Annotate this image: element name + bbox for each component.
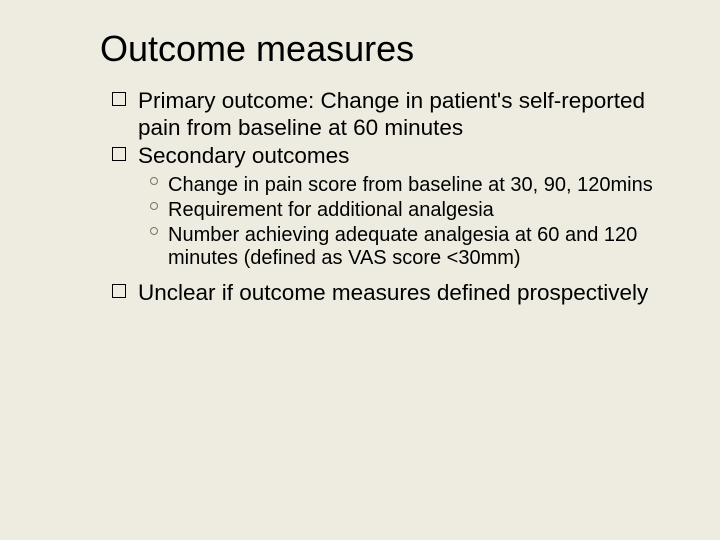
sub-bullet-item: Number achieving adequate analgesia at 6… xyxy=(150,224,680,270)
square-bullet-icon xyxy=(112,92,126,106)
circle-bullet-icon xyxy=(150,202,158,210)
bullet-text: Unclear if outcome measures defined pros… xyxy=(138,280,648,305)
circle-bullet-icon xyxy=(150,227,158,235)
bullet-item: Secondary outcomes Change in pain score … xyxy=(112,143,680,270)
bullet-list-level1: Primary outcome: Change in patient's sel… xyxy=(112,88,680,306)
bullet-item: Unclear if outcome measures defined pros… xyxy=(112,280,680,307)
slide: Outcome measures Primary outcome: Change… xyxy=(0,0,720,540)
bullet-text: Primary outcome: Change in patient's sel… xyxy=(138,88,645,140)
square-bullet-icon xyxy=(112,284,126,298)
circle-bullet-icon xyxy=(150,177,158,185)
bullet-list-level2: Change in pain score from baseline at 30… xyxy=(150,174,680,270)
sub-bullet-item: Requirement for additional analgesia xyxy=(150,199,680,222)
bullet-text: Secondary outcomes xyxy=(138,143,349,168)
slide-title: Outcome measures xyxy=(100,28,680,70)
sub-bullet-text: Requirement for additional analgesia xyxy=(168,199,494,221)
bullet-item: Primary outcome: Change in patient's sel… xyxy=(112,88,680,141)
sub-bullet-item: Change in pain score from baseline at 30… xyxy=(150,174,680,197)
sub-bullet-text: Number achieving adequate analgesia at 6… xyxy=(168,224,637,269)
sub-bullet-text: Change in pain score from baseline at 30… xyxy=(168,174,653,196)
square-bullet-icon xyxy=(112,147,126,161)
